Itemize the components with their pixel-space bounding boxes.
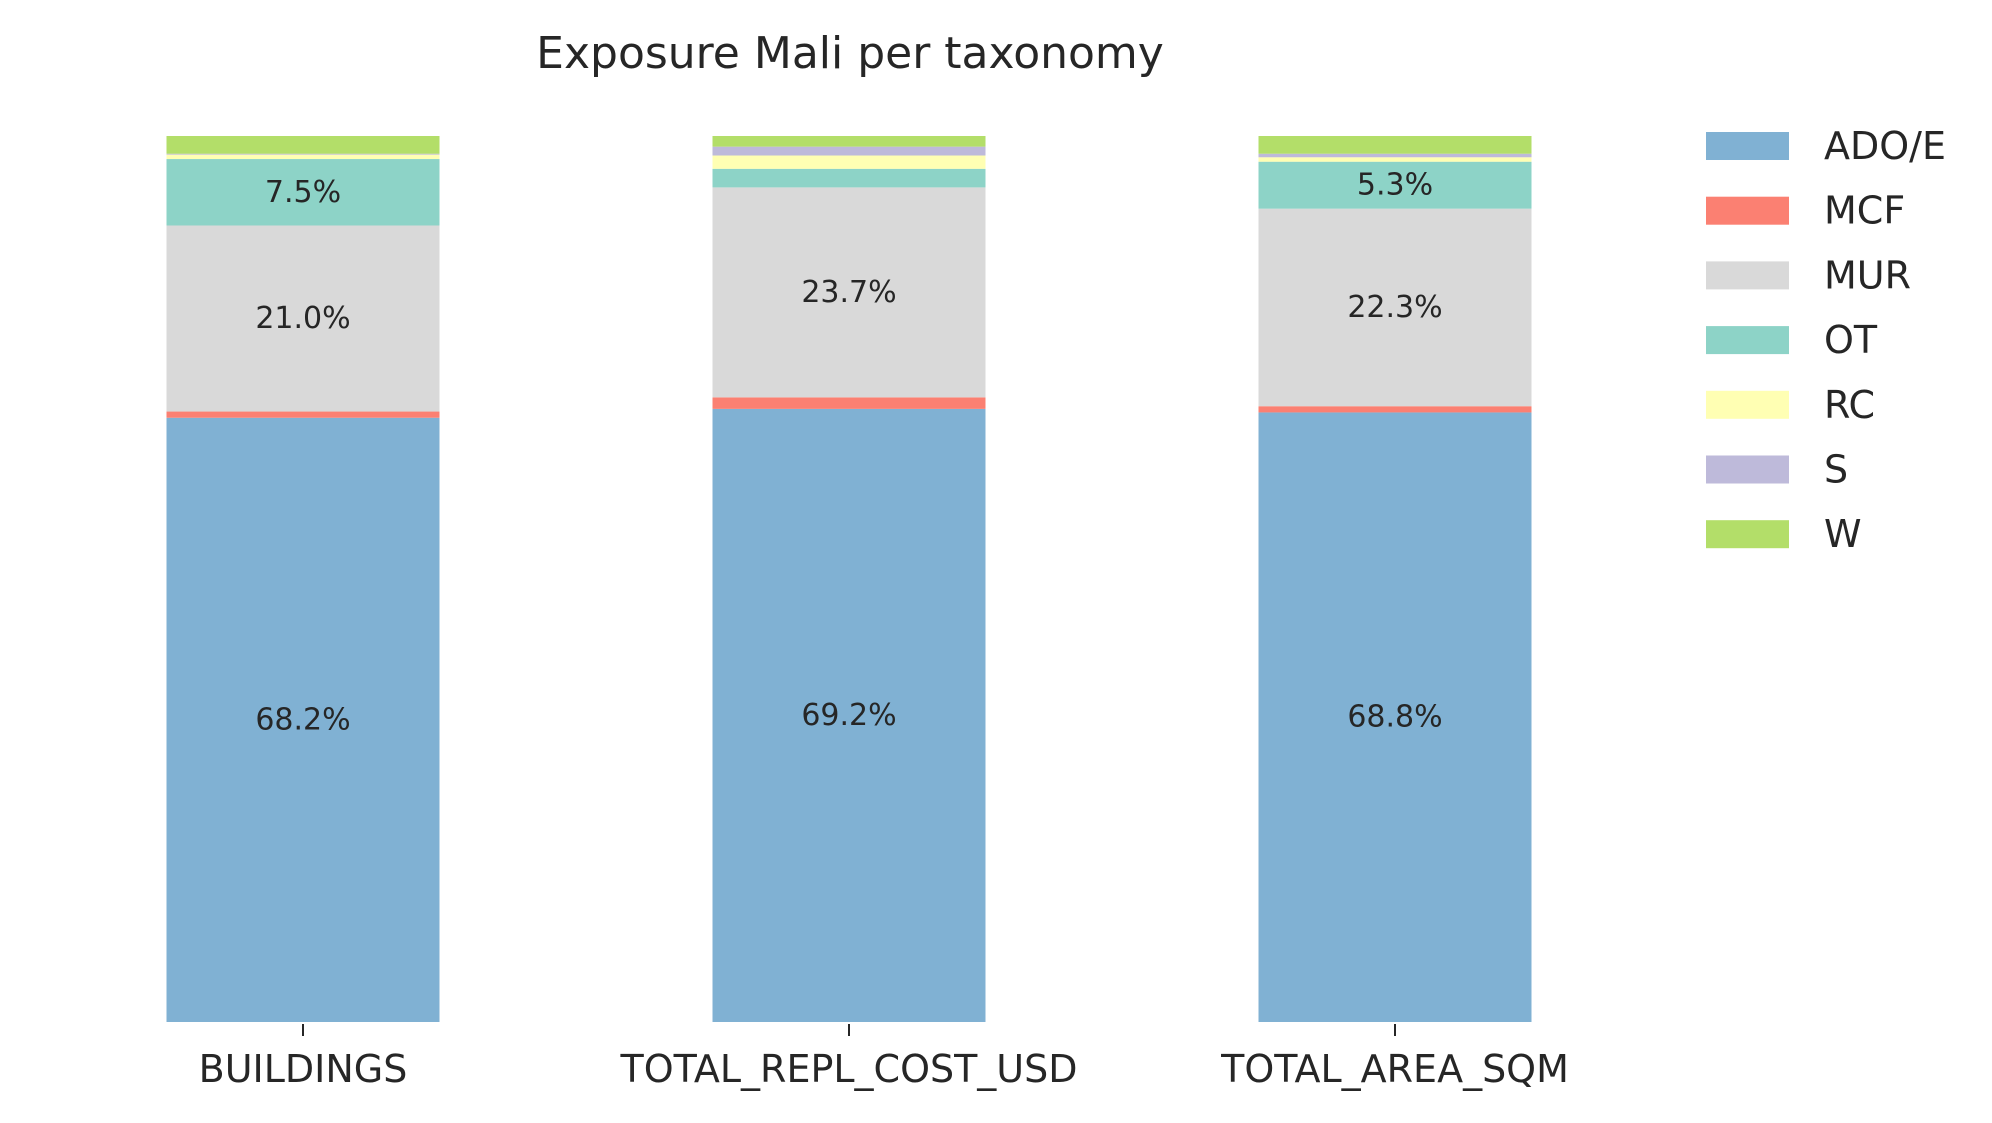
data-label-buildings-ot: 7.5%	[265, 175, 341, 210]
legend-label-w: W	[1824, 512, 1862, 556]
bar-segment-total-area-sqm-w	[1258, 136, 1532, 154]
bar-segment-total-area-sqm-s	[1258, 153, 1532, 158]
bar-segment-buildings-mur	[166, 225, 440, 412]
bar-segment-total-repl-cost-usd-mcf	[712, 397, 986, 409]
legend-swatch-mur	[1706, 261, 1789, 290]
bar-segment-buildings-w	[166, 136, 440, 154]
bar-segment-total-repl-cost-usd-rc	[712, 155, 986, 169]
bar-segment-buildings-ado-e	[166, 417, 440, 1022]
data-label-total-area-sqm-ado-e: 68.8%	[1347, 700, 1442, 735]
bar-segment-total-area-sqm-rc	[1258, 157, 1532, 162]
legend-label-rc: RC	[1824, 383, 1875, 427]
legend-swatch-mcf	[1706, 196, 1789, 225]
legend-swatch-s	[1706, 455, 1789, 484]
legend-label-mur: MUR	[1824, 253, 1911, 297]
bar-segment-total-repl-cost-usd-w	[712, 136, 986, 147]
data-label-total-repl-cost-usd-ado-e: 69.2%	[801, 698, 896, 733]
bar-segment-total-area-sqm-ot	[1258, 161, 1532, 209]
legend-swatch-w	[1706, 520, 1789, 549]
chart-title: Exposure Mali per taxonomy	[536, 28, 1164, 79]
bar-segment-buildings-ot	[166, 159, 440, 226]
bar-segment-total-repl-cost-usd-ado-e	[712, 408, 986, 1022]
bar-segment-total-repl-cost-usd-s	[712, 146, 986, 156]
legend-label-mcf: MCF	[1824, 189, 1905, 233]
legend-label-ado-e: ADO/E	[1824, 124, 1946, 168]
bar-segment-buildings-s	[166, 153, 440, 155]
data-label-buildings-mur: 21.0%	[255, 301, 350, 336]
bar-segment-total-area-sqm-mcf	[1258, 406, 1532, 413]
bars-layer	[166, 136, 1532, 1022]
data-label-total-area-sqm-ot: 5.3%	[1357, 168, 1433, 203]
bar-segment-buildings-mcf	[166, 411, 440, 418]
bar-segment-total-area-sqm-ado-e	[1258, 412, 1532, 1022]
bar-segment-total-area-sqm-mur	[1258, 208, 1532, 407]
bar-segment-total-repl-cost-usd-ot	[712, 168, 986, 188]
legend-label-ot: OT	[1824, 318, 1878, 362]
legend-swatch-ado-e	[1706, 132, 1789, 160]
bar-segment-buildings-rc	[166, 154, 440, 160]
x-tick-label-buildings: BUILDINGS	[199, 1047, 408, 1091]
legend-swatch-ot	[1706, 326, 1789, 355]
x-axis: BUILDINGS TOTAL_REPL_COST_USD TOTAL_AREA_S…	[199, 1024, 1569, 1091]
data-label-total-repl-cost-usd-mur: 23.7%	[801, 275, 896, 310]
x-tick-label-total-repl-cost-usd: TOTAL_REPL_COST_USD	[619, 1047, 1077, 1091]
bar-segment-total-repl-cost-usd-mur	[712, 187, 986, 398]
data-label-buildings-ado-e: 68.2%	[255, 702, 350, 737]
data-label-total-area-sqm-mur: 22.3%	[1347, 290, 1442, 325]
legend: ADO/E MCF MUR OT RC SW	[1706, 124, 1946, 556]
legend-label-s: S	[1824, 448, 1848, 492]
legend-swatch-rc	[1706, 390, 1789, 419]
data-labels-layer: 68.2% 21.0% 7.5% 69.2% 23.7% 68.8% 22.3% 5.3%	[255, 168, 1442, 738]
x-tick-label-total-area-sqm: TOTAL_AREA_SQM	[1220, 1047, 1569, 1091]
